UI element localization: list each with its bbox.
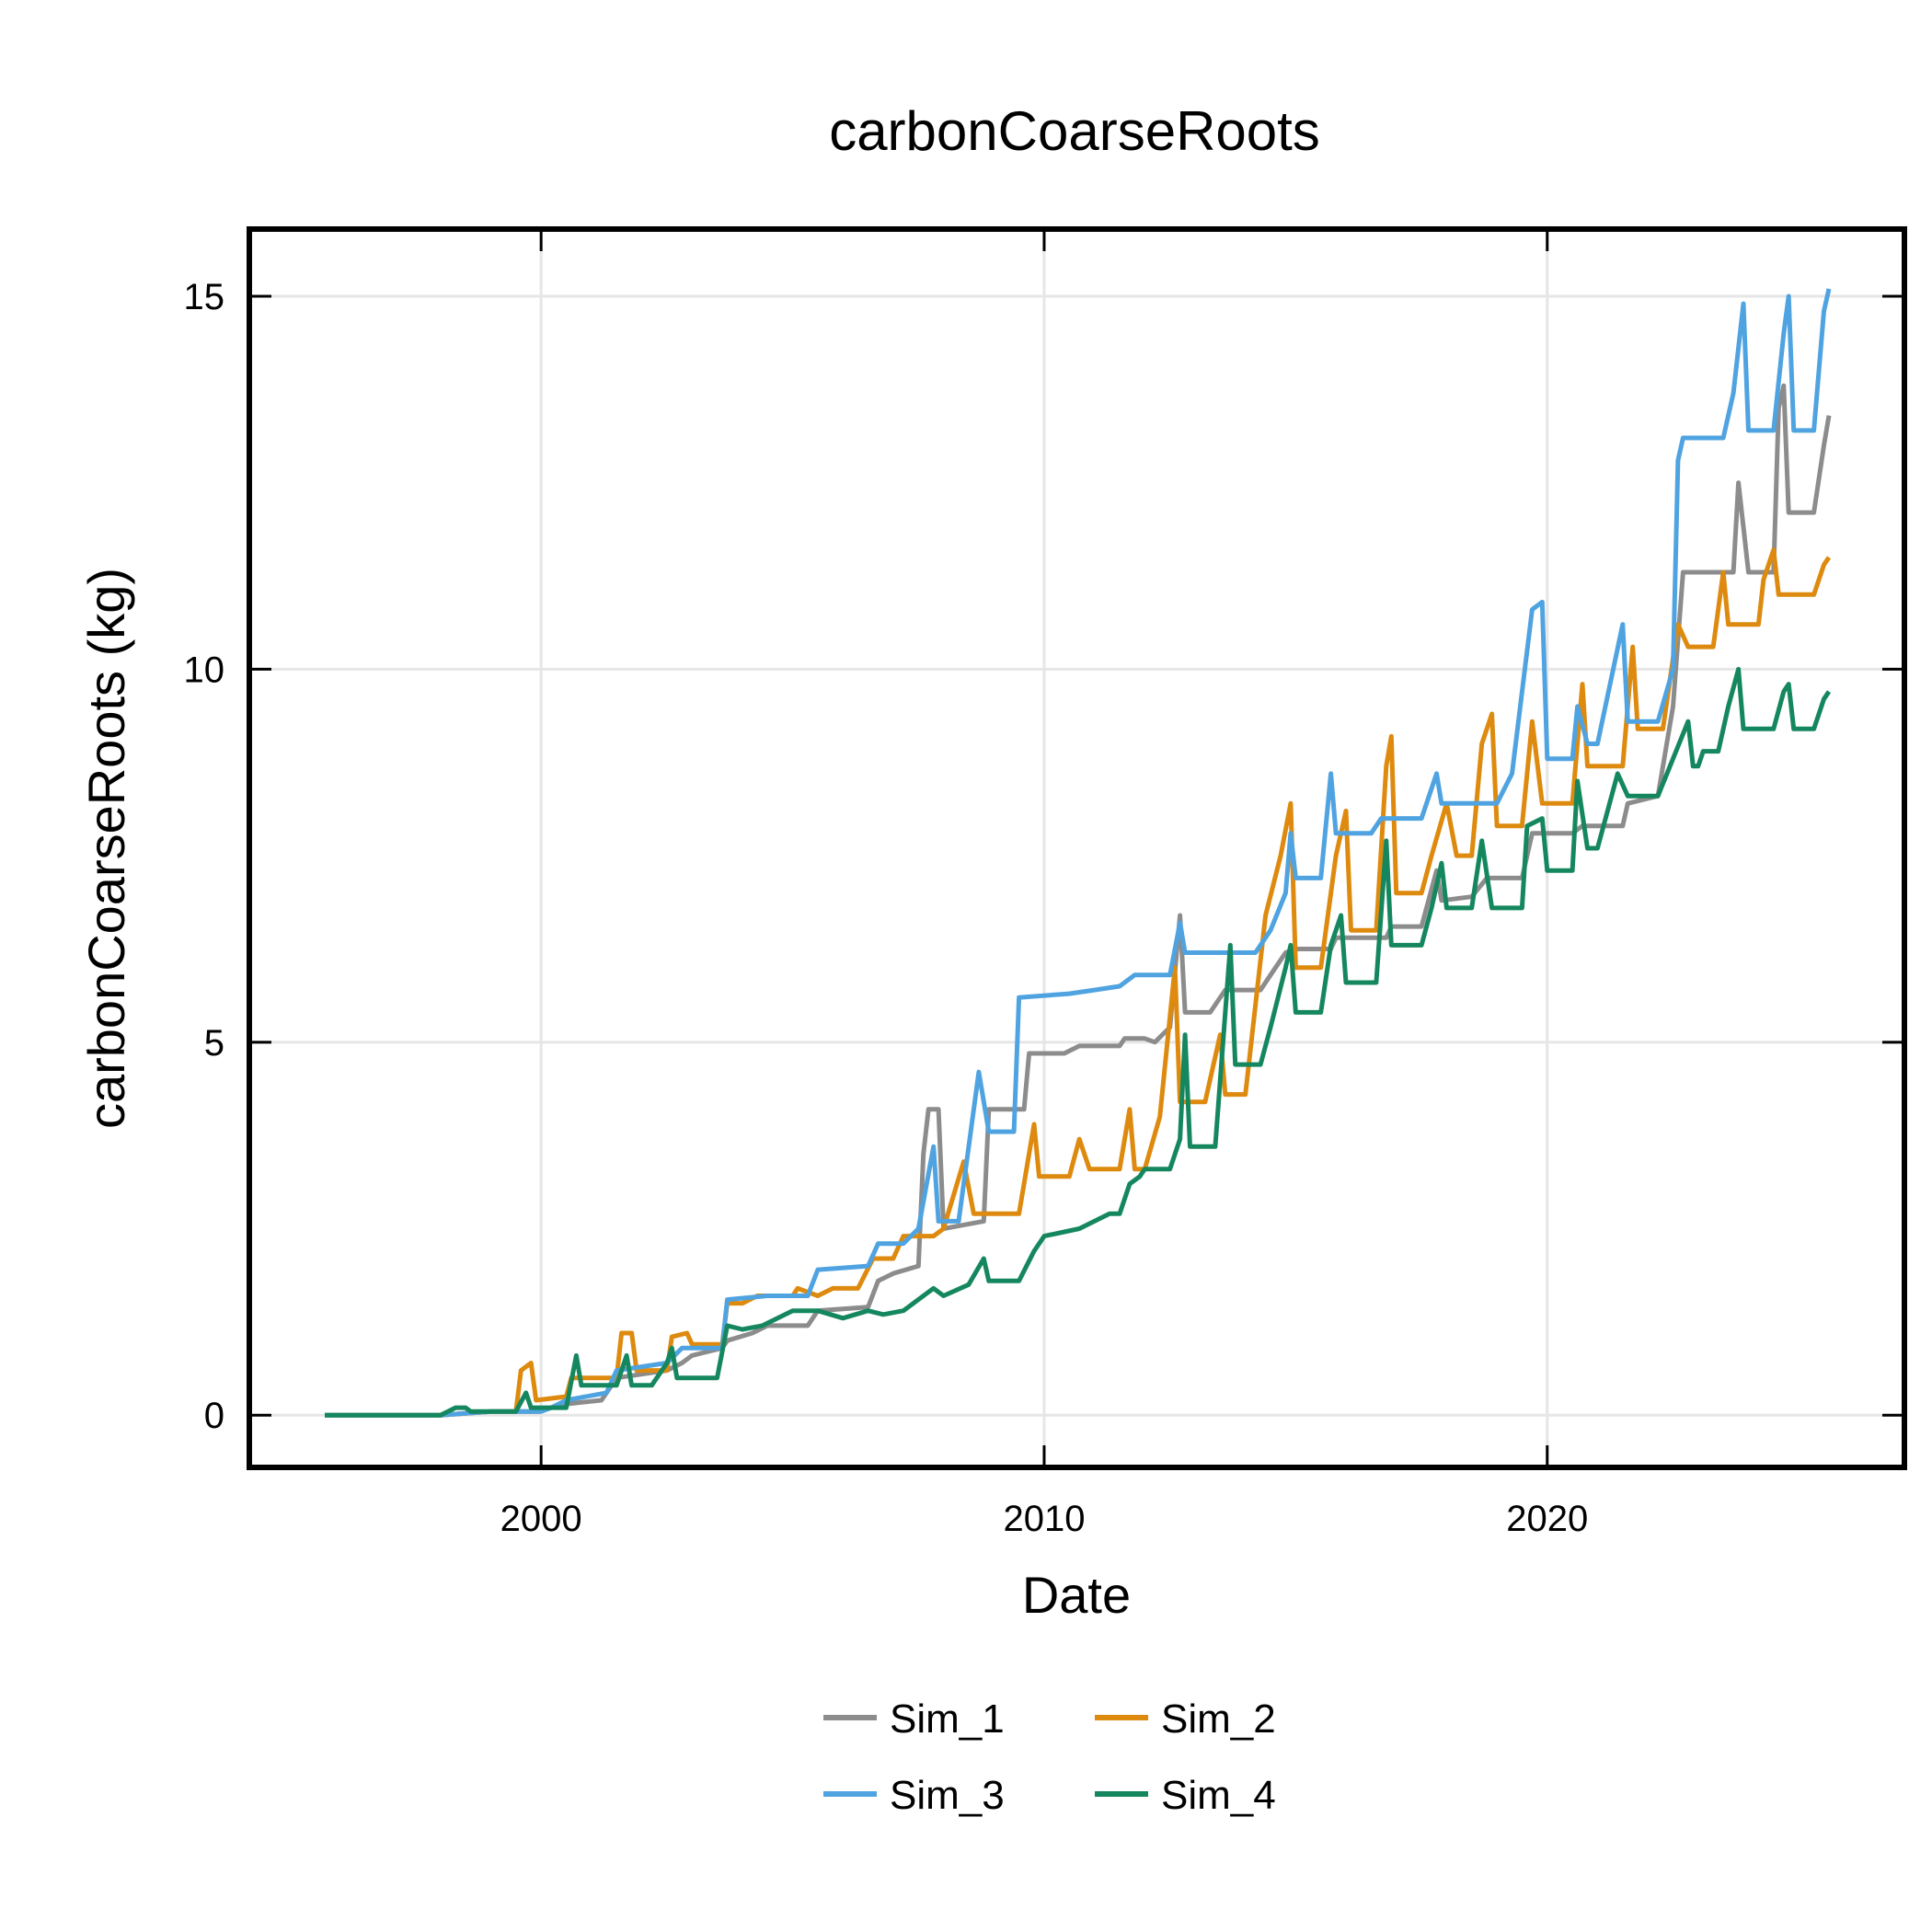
series-line-sim-4 bbox=[325, 666, 1832, 1418]
series-line-sim-2 bbox=[325, 547, 1832, 1418]
legend-label: Sim_2 bbox=[1161, 1696, 1276, 1742]
x-tick-label: 2020 bbox=[1506, 1499, 1588, 1539]
y-tick-label: 15 bbox=[184, 277, 225, 317]
y-axis-title: carbonCoarseRoots (kg) bbox=[77, 568, 135, 1129]
x-tick-label: 2000 bbox=[500, 1499, 582, 1539]
series-lines bbox=[325, 288, 1832, 1418]
grid bbox=[249, 229, 1904, 1467]
chart-title: carbonCoarseRoots bbox=[829, 100, 1320, 162]
y-tick-label: 10 bbox=[184, 650, 225, 690]
x-tick-label: 2010 bbox=[1003, 1499, 1085, 1539]
x-axis-title: Date bbox=[1022, 1566, 1131, 1624]
plot-frame bbox=[247, 226, 1907, 1470]
legend-label: Sim_1 bbox=[890, 1696, 1005, 1742]
legend-label: Sim_3 bbox=[890, 1773, 1005, 1818]
y-tick-label: 5 bbox=[204, 1023, 224, 1064]
legend: Sim_1 Sim_2 Sim_3 Sim_4 bbox=[823, 1696, 1276, 1818]
y-tick-label: 0 bbox=[204, 1396, 224, 1436]
axis-ticks: 2000 2010 2020 0 5 10 15 bbox=[184, 229, 1904, 1539]
legend-label: Sim_4 bbox=[1161, 1773, 1276, 1818]
series-line-sim-3 bbox=[325, 288, 1832, 1418]
series-line-sim-1 bbox=[325, 383, 1832, 1418]
